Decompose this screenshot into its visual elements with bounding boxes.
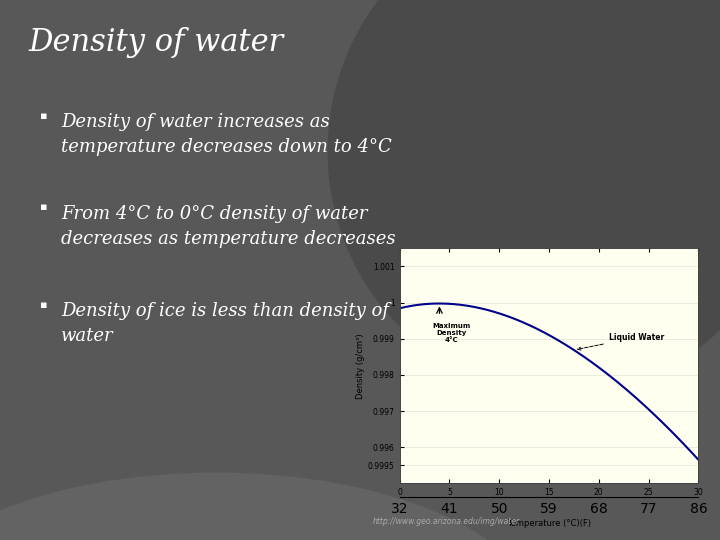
Text: Density of water increases as
temperature decreases down to 4°C: Density of water increases as temperatur… <box>61 113 392 157</box>
Text: Density of water: Density of water <box>29 27 284 58</box>
Y-axis label: Density (g/cm³): Density (g/cm³) <box>356 333 365 399</box>
Text: ▪: ▪ <box>40 111 47 121</box>
X-axis label: Temperature (°C)(F): Temperature (°C)(F) <box>507 519 591 528</box>
Text: ▪: ▪ <box>40 202 47 213</box>
Text: Density of ice is less than density of
water: Density of ice is less than density of w… <box>61 302 390 346</box>
Text: Liquid Water: Liquid Water <box>577 333 664 350</box>
Text: ▪: ▪ <box>40 300 47 310</box>
Text: From 4°C to 0°C density of water
decreases as temperature decreases: From 4°C to 0°C density of water decreas… <box>61 205 396 248</box>
Text: Maximum
Density
4°C: Maximum Density 4°C <box>432 323 470 343</box>
Text: http://www.geo.arizona.edu/img/water: http://www.geo.arizona.edu/img/water <box>373 517 520 526</box>
